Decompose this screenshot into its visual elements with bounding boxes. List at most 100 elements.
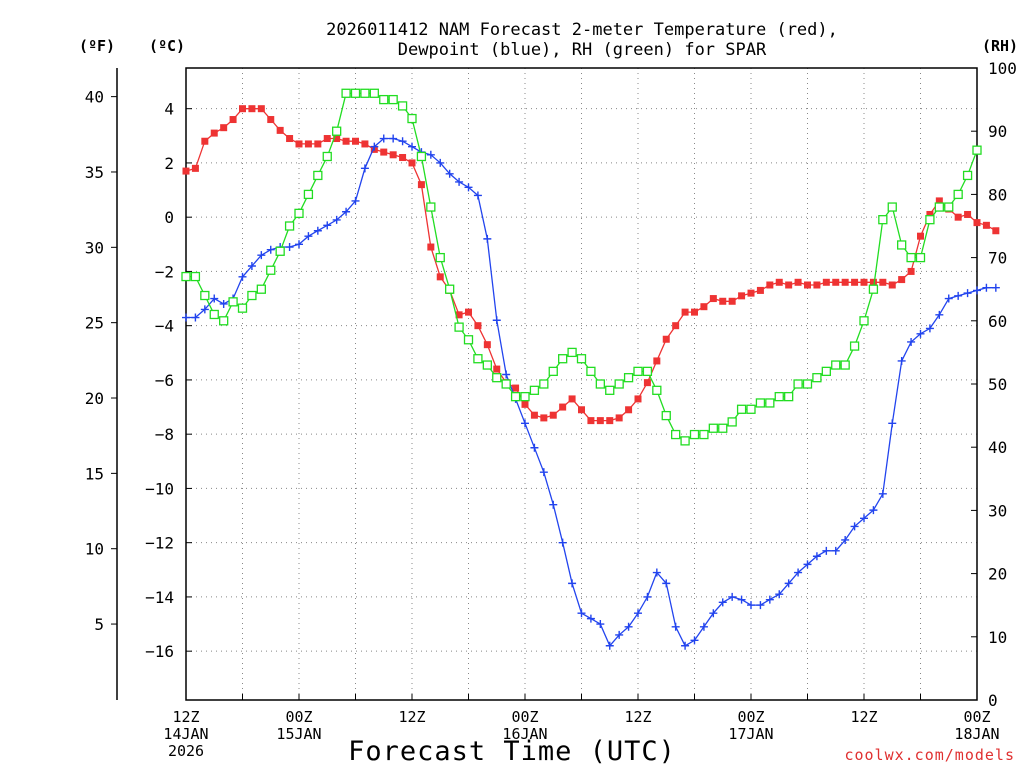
data-point-rh bbox=[831, 360, 841, 370]
x-tick-label: 2026 bbox=[168, 742, 204, 760]
data-point-temperature bbox=[276, 126, 284, 134]
data-point-temperature bbox=[898, 276, 906, 284]
data-point-dewpoint bbox=[841, 535, 850, 544]
y-tick-label-rh: 100 bbox=[988, 59, 1017, 78]
data-point-rh bbox=[247, 290, 257, 301]
data-point-temperature bbox=[926, 210, 934, 218]
data-point-temperature bbox=[521, 400, 529, 408]
data-point-rh bbox=[699, 429, 709, 440]
data-point-rh bbox=[915, 252, 926, 263]
x-tick-label: 00Z bbox=[963, 708, 990, 726]
x-tick-label: 16JAN bbox=[502, 725, 547, 743]
data-point-rh bbox=[228, 297, 238, 307]
data-point-temperature bbox=[700, 303, 708, 311]
data-point-rh bbox=[190, 271, 201, 282]
data-point-temperature bbox=[822, 278, 830, 286]
data-point-dewpoint bbox=[963, 289, 972, 298]
data-point-temperature bbox=[794, 278, 802, 286]
rh-axis-unit: (RH) bbox=[982, 37, 1018, 55]
data-point-dewpoint bbox=[822, 546, 831, 555]
data-point-rh bbox=[529, 385, 540, 395]
data-point-temperature bbox=[530, 411, 538, 419]
data-point-rh bbox=[802, 379, 813, 389]
data-point-rh bbox=[586, 366, 596, 377]
data-point-dewpoint bbox=[954, 291, 963, 300]
data-point-temperature bbox=[851, 278, 859, 286]
data-point-temperature bbox=[775, 278, 783, 286]
data-point-temperature bbox=[342, 137, 350, 145]
y-tick-label-celsius: −6 bbox=[155, 371, 174, 390]
data-point-dewpoint bbox=[765, 595, 774, 604]
y-tick-label-rh: 90 bbox=[988, 122, 1007, 141]
data-point-temperature bbox=[935, 197, 943, 205]
data-point-dewpoint bbox=[295, 240, 303, 249]
data-point-dewpoint bbox=[219, 299, 228, 308]
data-point-dewpoint bbox=[925, 324, 934, 333]
data-point-rh bbox=[303, 189, 314, 200]
y-tick-label-fahrenheit: 15 bbox=[85, 464, 104, 483]
data-point-temperature bbox=[559, 403, 567, 411]
y-tick-label-rh: 10 bbox=[988, 628, 1007, 647]
y-tick-label-celsius: −8 bbox=[155, 425, 174, 444]
data-point-dewpoint bbox=[558, 538, 567, 547]
data-point-dewpoint bbox=[577, 609, 586, 618]
data-point-rh bbox=[379, 94, 389, 105]
data-point-dewpoint bbox=[907, 337, 916, 346]
x-tick-label: 14JAN bbox=[163, 725, 208, 743]
data-point-dewpoint bbox=[473, 191, 482, 200]
data-point-rh bbox=[501, 379, 511, 389]
y-tick-label-celsius: −4 bbox=[155, 317, 174, 336]
data-point-dewpoint bbox=[483, 234, 492, 243]
data-point-dewpoint bbox=[662, 579, 671, 588]
data-point-temperature bbox=[361, 140, 369, 148]
data-point-rh bbox=[181, 271, 191, 282]
data-point-temperature bbox=[483, 341, 491, 349]
data-point-dewpoint bbox=[718, 598, 727, 607]
data-point-rh bbox=[736, 404, 747, 414]
data-point-temperature bbox=[549, 411, 557, 419]
data-point-dewpoint bbox=[624, 622, 633, 631]
data-point-dewpoint bbox=[436, 158, 445, 167]
y-tick-label-fahrenheit: 30 bbox=[85, 238, 104, 257]
y-tick-label-celsius: 2 bbox=[164, 154, 174, 173]
data-point-temperature bbox=[239, 105, 246, 113]
data-point-rh bbox=[426, 202, 436, 212]
data-point-rh bbox=[746, 404, 756, 414]
data-point-rh bbox=[793, 379, 803, 389]
chart-title-line-1: 2026011412 NAM Forecast 2-meter Temperat… bbox=[326, 20, 838, 40]
data-point-rh bbox=[294, 208, 304, 219]
data-point-dewpoint bbox=[539, 468, 548, 477]
data-point-temperature bbox=[879, 278, 887, 286]
data-point-temperature bbox=[389, 151, 397, 159]
data-point-temperature bbox=[210, 129, 218, 137]
data-point-rh bbox=[492, 373, 502, 383]
data-point-dewpoint bbox=[200, 305, 209, 314]
data-point-dewpoint bbox=[521, 419, 529, 428]
plot-area: 420−2−4−6−8−10−12−14−1640353025201510510… bbox=[85, 59, 1017, 760]
data-point-dewpoint bbox=[257, 251, 266, 260]
data-point-rh bbox=[595, 379, 605, 389]
data-point-dewpoint bbox=[596, 620, 605, 629]
data-point-temperature bbox=[578, 406, 585, 414]
data-point-rh bbox=[868, 284, 879, 294]
data-point-rh bbox=[576, 354, 587, 364]
data-point-rh bbox=[962, 170, 973, 181]
data-point-rh bbox=[397, 101, 408, 111]
data-point-rh bbox=[633, 366, 643, 377]
data-point-rh bbox=[341, 88, 351, 98]
data-point-rh bbox=[727, 417, 737, 427]
data-point-temperature bbox=[257, 105, 265, 113]
data-point-rh bbox=[473, 354, 483, 364]
data-point-rh bbox=[209, 309, 219, 320]
x-tick-label: 17JAN bbox=[728, 725, 773, 743]
y-tick-label-fahrenheit: 25 bbox=[85, 314, 104, 333]
data-point-dewpoint bbox=[210, 294, 219, 303]
data-point-dewpoint bbox=[191, 313, 200, 322]
data-point-temperature bbox=[540, 414, 548, 422]
y-tick-label-rh: 0 bbox=[988, 691, 998, 710]
data-point-dewpoint bbox=[803, 560, 812, 569]
data-point-dewpoint bbox=[831, 546, 840, 555]
data-point-rh bbox=[200, 290, 210, 301]
data-point-dewpoint bbox=[935, 310, 944, 319]
